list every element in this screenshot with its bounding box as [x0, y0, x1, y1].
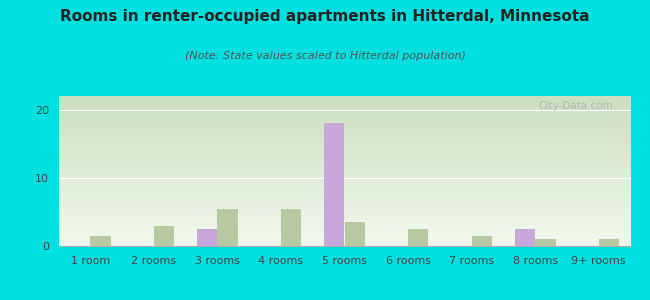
- Bar: [90, 236, 110, 246]
- Text: Rooms in renter-occupied apartments in Hitterdal, Minnesota: Rooms in renter-occupied apartments in H…: [60, 9, 590, 24]
- Bar: [535, 239, 556, 246]
- Bar: [217, 208, 238, 246]
- Bar: [324, 123, 345, 246]
- Bar: [472, 236, 492, 246]
- Bar: [197, 229, 217, 246]
- Bar: [281, 208, 302, 246]
- Bar: [154, 226, 174, 246]
- Text: City-Data.com: City-Data.com: [539, 100, 614, 110]
- Text: (Note: State values scaled to Hitterdal population): (Note: State values scaled to Hitterdal …: [185, 51, 465, 61]
- Bar: [344, 222, 365, 246]
- Bar: [599, 239, 619, 246]
- Bar: [408, 229, 428, 246]
- Bar: [515, 229, 535, 246]
